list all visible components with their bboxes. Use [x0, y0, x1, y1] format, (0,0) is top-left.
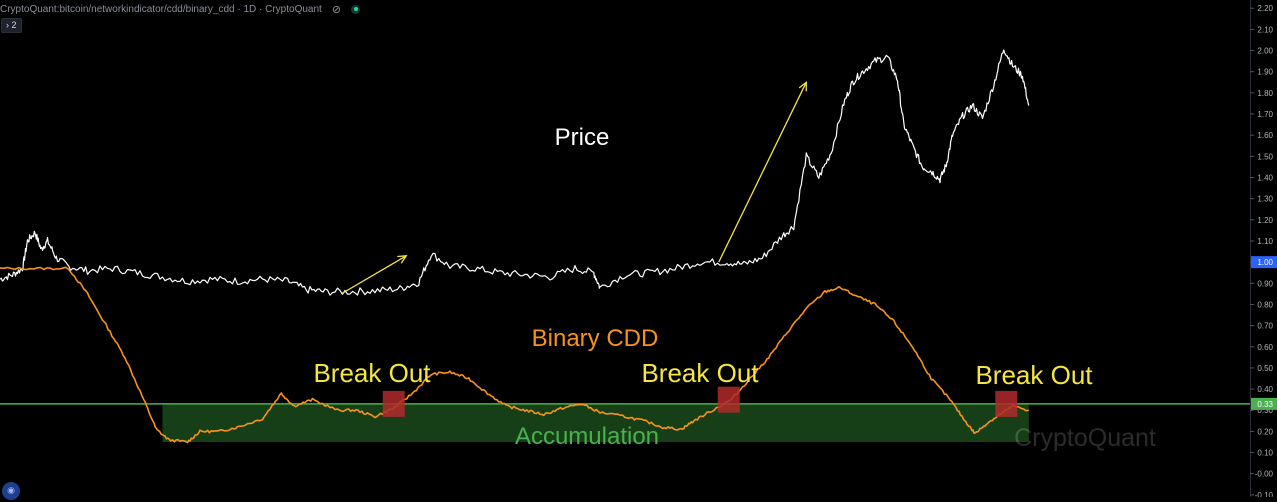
breakout-1-annotation: Break Out	[313, 358, 431, 388]
y-tick-label: 1.20	[1257, 216, 1273, 225]
y-tick-label: 2.20	[1257, 4, 1273, 13]
y-tick-label: 0.90	[1257, 279, 1273, 288]
y-tick-label: 2.10	[1257, 25, 1273, 34]
y-tick-label: -0.10	[1255, 491, 1274, 497]
y-tick-label: 1.70	[1257, 110, 1273, 119]
y-tick-label: 0.60	[1257, 343, 1273, 352]
collapse-count: 2	[11, 20, 17, 30]
price-value-tag-bg	[1251, 256, 1277, 269]
y-tick-label: 1.40	[1257, 174, 1273, 183]
y-tick-label: 0.80	[1257, 300, 1273, 309]
symbol-title[interactable]: CryptoQuant:bitcoin/networkindicator/cdd…	[0, 3, 322, 15]
price-series-line	[0, 49, 1030, 296]
threshold-value-tag: 0.33	[1257, 400, 1273, 409]
y-tick-label: 1.60	[1257, 131, 1273, 140]
threshold-value-tag-bg	[1251, 397, 1277, 410]
breakout-2-annotation: Break Out	[641, 358, 759, 388]
price-label-annotation: Price	[555, 124, 610, 151]
y-tick-label: 0.10	[1257, 449, 1273, 458]
y-tick-label: 0.40	[1257, 385, 1273, 394]
collapse-indicators-button[interactable]: › 2	[1, 18, 22, 33]
y-tick-label: 1.30	[1257, 195, 1273, 204]
chart-header: CryptoQuant:bitcoin/networkindicator/cdd…	[0, 2, 361, 16]
trend-arrow-2	[718, 82, 807, 263]
y-tick-label: 0.30	[1257, 406, 1273, 415]
chevron-right-icon: ›	[6, 20, 9, 30]
accum-label-annotation: Accumulation	[515, 423, 659, 450]
trend-arrow-1	[340, 255, 407, 295]
breakout_3-marker	[995, 390, 1018, 417]
y-tick-label: 1.50	[1257, 152, 1273, 161]
y-tick-label: 0.20	[1257, 427, 1273, 436]
breakout_2-marker	[717, 386, 740, 413]
y-tick-label: 2.00	[1257, 47, 1273, 56]
y-tick-label: 0.50	[1257, 364, 1273, 373]
eye-off-icon[interactable]: ⊘	[331, 3, 342, 16]
binary_cdd-series-line	[0, 266, 1029, 444]
y-axis-background	[1250, 0, 1277, 497]
tradingview-logo-icon[interactable]: ◉	[2, 482, 20, 500]
trend-arrowhead-2	[798, 80, 807, 92]
y-tick-label: 1.90	[1257, 68, 1273, 77]
y-tick-label: -0.00	[1255, 470, 1274, 479]
cdd-label-annotation: Binary CDD	[532, 325, 659, 352]
cryptoquant-watermark: CryptoQuant	[1014, 424, 1156, 452]
y-tick-label: 0.70	[1257, 322, 1273, 331]
breakout_1-marker	[382, 390, 405, 417]
price-value-tag: 1.00	[1257, 258, 1273, 267]
status-dot-icon	[351, 4, 361, 14]
y-tick-label: 1.10	[1257, 237, 1273, 246]
trend-arrowhead-1	[397, 255, 408, 264]
y-tick-label: 1.80	[1257, 89, 1273, 98]
breakout-3-annotation: Break Out	[975, 360, 1093, 390]
